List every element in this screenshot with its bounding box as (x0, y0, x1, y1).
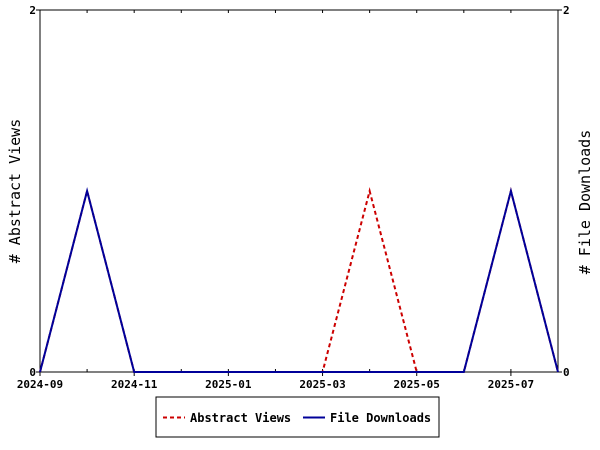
legend-label-abstract-views: Abstract Views (190, 411, 291, 425)
legend-box (155, 396, 440, 438)
x-tick-label: 2025-07 (488, 378, 534, 391)
plot-area (39, 9, 559, 373)
y-axis-ticks: 0 2 0 2 (29, 4, 569, 379)
y-tick-label-right: 2 (563, 4, 570, 17)
series-line-file-downloads (39, 187, 559, 373)
y-tick-label-right: 0 (563, 366, 570, 379)
x-tick-label: 2025-03 (299, 378, 345, 391)
y-tick-label-left: 0 (29, 366, 36, 379)
x-tick-label: 2025-05 (394, 378, 440, 391)
legend-label-file-downloads: File Downloads (330, 411, 431, 425)
series-layer (39, 187, 559, 373)
x-tick-label: 2025-01 (205, 378, 252, 391)
y-tick-label-left: 2 (29, 4, 36, 17)
legend: Abstract Views File Downloads (155, 396, 440, 438)
y-axis-title-left: # Abstract Views (6, 119, 24, 264)
x-axis-ticks: 2024-09 2024-11 2025-01 2025-03 2025-05 2025-… (17, 372, 534, 391)
x-tick-label: 2024-11 (111, 378, 158, 391)
y-axis-title-right: # File Downloads (576, 130, 594, 275)
x-tick-label: 2024-09 (17, 378, 63, 391)
